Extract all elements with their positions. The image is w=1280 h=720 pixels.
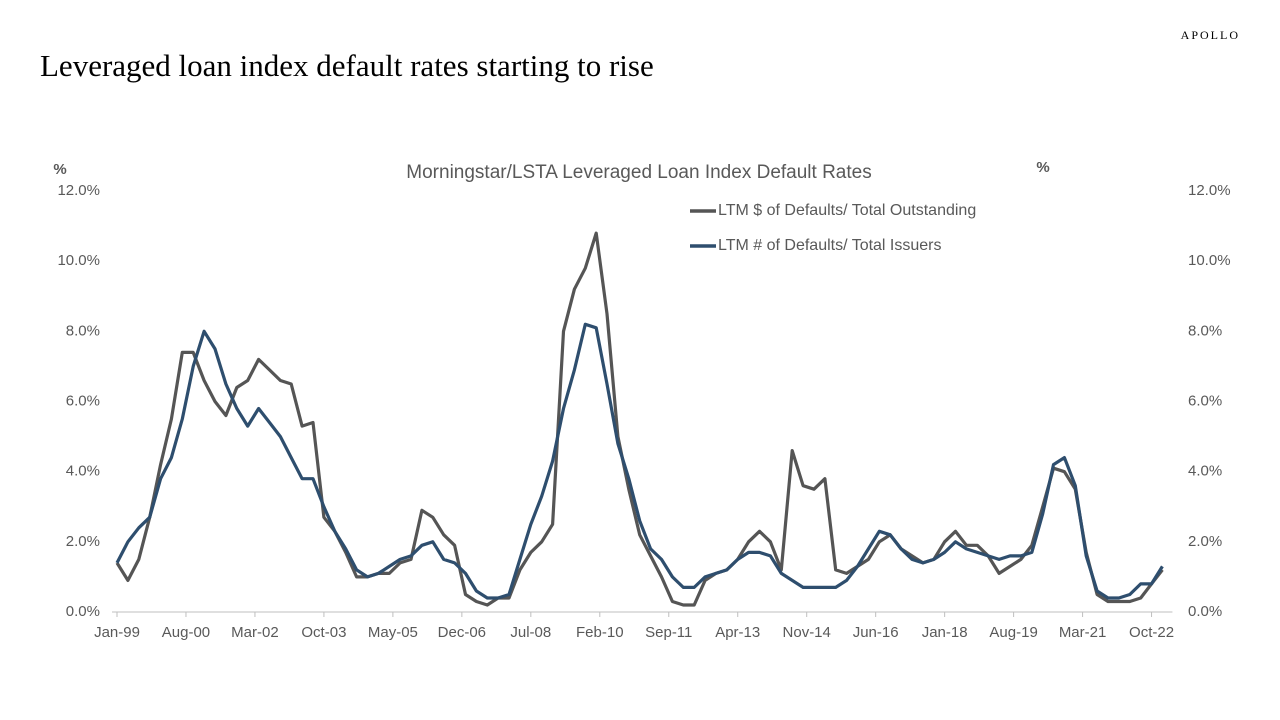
y2-tick-label: 8.0%	[1188, 322, 1222, 339]
headline: Leveraged loan index default rates start…	[40, 48, 654, 83]
y2-tick-label: 4.0%	[1188, 463, 1222, 480]
y-tick-label: 0.0%	[66, 603, 100, 620]
chart-title: Morningstar/LSTA Leveraged Loan Index De…	[406, 162, 871, 183]
series-line	[115, 322, 1164, 600]
x-tick-label: May-05	[368, 624, 418, 641]
y2-tick-label: 10.0%	[1188, 252, 1231, 269]
y-tick-label: 12.0%	[57, 182, 100, 199]
legend-label: LTM $ of Defaults/ Total Outstanding	[718, 202, 976, 219]
y-tick-label: 2.0%	[66, 533, 100, 550]
x-tick-label: Dec-06	[438, 624, 486, 641]
x-tick-label: Apr-13	[715, 624, 760, 641]
x-tick-label: Jun-16	[853, 624, 899, 641]
x-tick-label: Jan-18	[922, 624, 968, 641]
x-tick-label: Jul-08	[510, 624, 551, 641]
x-tick-label: Mar-02	[231, 624, 279, 641]
x-tick-label: Oct-03	[301, 624, 346, 641]
x-tick-label: Nov-14	[783, 624, 831, 641]
y-tick-label: 10.0%	[57, 252, 100, 269]
y2-tick-label: 2.0%	[1188, 533, 1222, 550]
y-tick-label: 6.0%	[66, 392, 100, 409]
y2-tick-label: 6.0%	[1188, 392, 1222, 409]
x-tick-label: Oct-22	[1129, 624, 1174, 641]
y2-axis-label: %	[1036, 159, 1049, 176]
x-tick-label: Feb-10	[576, 624, 624, 641]
y-tick-label: 4.0%	[66, 463, 100, 480]
x-tick-label: Mar-21	[1059, 624, 1107, 641]
y-tick-label: 8.0%	[66, 322, 100, 339]
x-tick-label: Aug-19	[989, 624, 1037, 641]
y2-tick-label: 12.0%	[1188, 182, 1231, 199]
y2-tick-label: 0.0%	[1188, 603, 1222, 620]
legend-label: LTM # of Defaults/ Total Issuers	[718, 237, 942, 254]
x-tick-label: Sep-11	[645, 624, 692, 641]
x-tick-label: Aug-00	[162, 624, 210, 641]
brand: APOLLO	[1181, 28, 1240, 42]
y-axis-label: %	[53, 161, 66, 178]
series-line	[115, 231, 1164, 607]
x-tick-label: Jan-99	[94, 624, 140, 641]
